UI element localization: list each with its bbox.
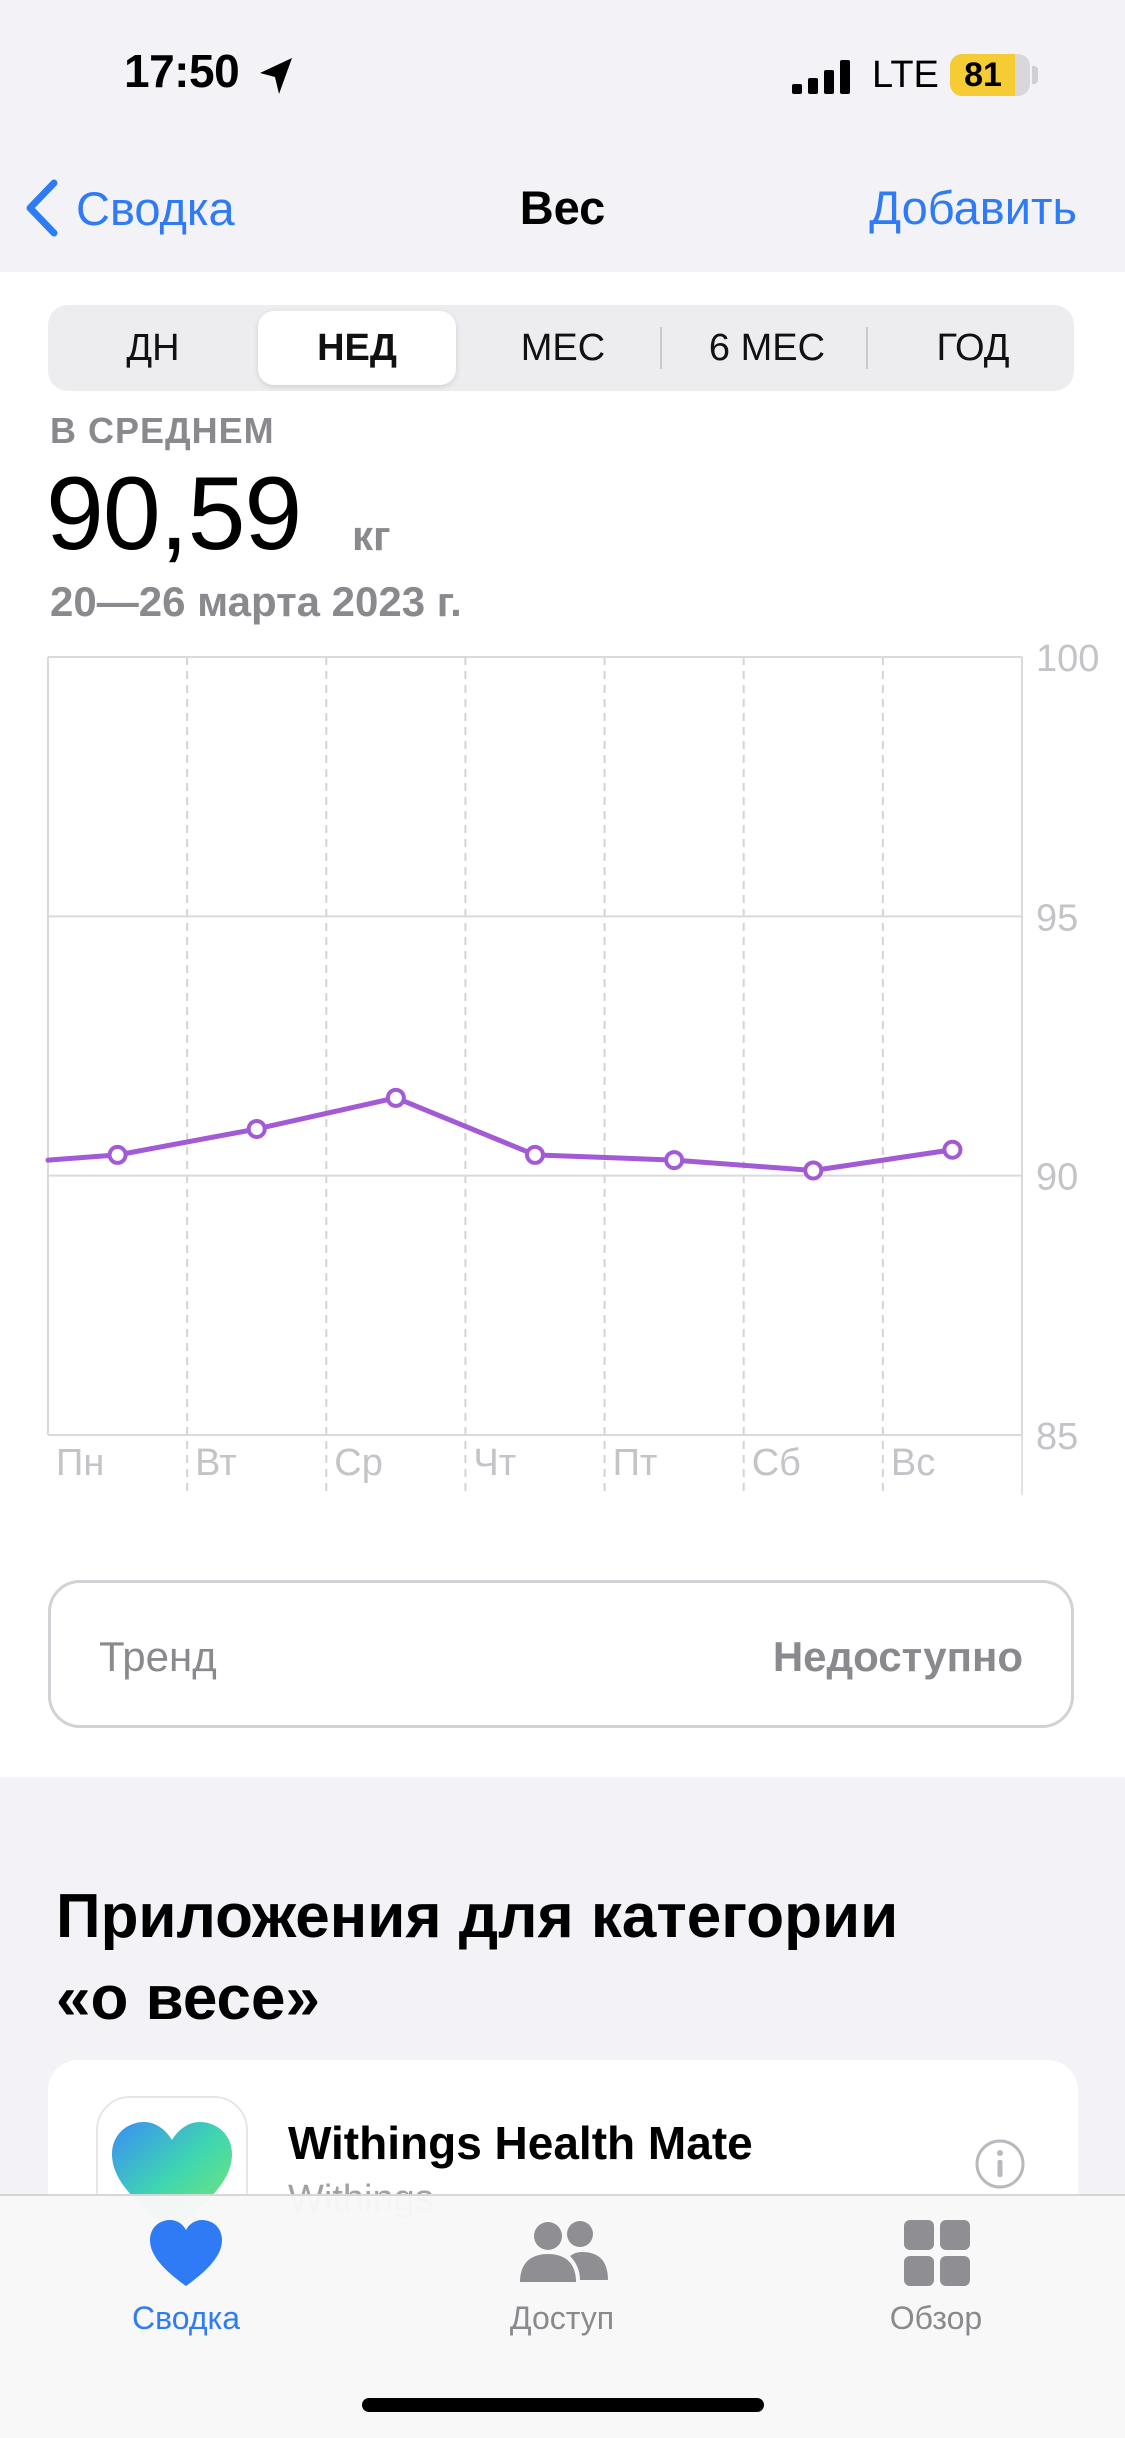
chart-y-tick-label: 100 bbox=[1036, 640, 1099, 680]
chart-data-point bbox=[525, 1144, 545, 1165]
segment-divider bbox=[660, 327, 662, 369]
back-button-label: Сводка bbox=[76, 181, 235, 235]
trend-row[interactable]: Тренд Недоступно bbox=[48, 1580, 1074, 1728]
trend-value: Недоступно bbox=[772, 1633, 1023, 1680]
cellular-signal-icon bbox=[792, 60, 850, 94]
back-button[interactable]: Сводка bbox=[22, 168, 235, 248]
chart-x-tick-label: Вс bbox=[891, 1442, 935, 1484]
average-label: В СРЕДНЕМ bbox=[50, 410, 275, 451]
home-indicator bbox=[362, 2398, 764, 2412]
chart-y-tick-label: 95 bbox=[1036, 897, 1078, 939]
chart-data-point bbox=[664, 1150, 685, 1171]
segment-week[interactable]: НЕД bbox=[258, 311, 456, 385]
chart-x-tick-label: Сб bbox=[752, 1442, 801, 1484]
apps-section-title-line2: «о весе» bbox=[56, 1964, 320, 2033]
chart-data-point bbox=[107, 1144, 128, 1165]
segment-day[interactable]: ДН bbox=[126, 326, 180, 369]
chart-data-point bbox=[942, 1139, 963, 1160]
trend-label: Тренд bbox=[99, 1633, 217, 1680]
network-type: LTE bbox=[872, 54, 939, 96]
info-icon[interactable] bbox=[974, 2138, 1026, 2190]
grid-icon bbox=[904, 2220, 970, 2286]
chart-x-tick-label: Пт bbox=[613, 1442, 658, 1484]
people-icon bbox=[520, 2221, 608, 2282]
average-value: 90,59 bbox=[46, 456, 302, 572]
chart-x-tick-label: Ср bbox=[334, 1442, 383, 1484]
chart-y-tick-label: 90 bbox=[1036, 1157, 1078, 1199]
add-button[interactable]: Добавить bbox=[869, 181, 1077, 234]
location-arrow-icon bbox=[260, 58, 292, 94]
segment-divider bbox=[866, 327, 868, 369]
tab-bar: Сводка Доступ Обзор bbox=[0, 2194, 1125, 2438]
chevron-left-icon bbox=[26, 179, 58, 237]
heart-icon bbox=[150, 2220, 222, 2286]
tab-sharing[interactable]: Доступ bbox=[412, 2216, 712, 2337]
segment-month[interactable]: МЕС bbox=[520, 326, 606, 369]
apps-section-title: Приложения для категории «о весе» bbox=[56, 1876, 1056, 2040]
chart-x-tick-label: Пн bbox=[56, 1442, 104, 1484]
segment-6-months[interactable]: 6 МЕС bbox=[708, 326, 826, 369]
tab-browse-label: Обзор bbox=[889, 2300, 983, 2336]
app-name: Withings Health Mate bbox=[288, 2117, 753, 2169]
chart-x-tick-label: Вт bbox=[195, 1442, 237, 1484]
apps-section-title-line1: Приложения для категории bbox=[56, 1882, 899, 1951]
battery-fill bbox=[950, 54, 1015, 96]
battery-icon: 81 bbox=[950, 54, 1030, 96]
average-unit: кг bbox=[352, 512, 391, 559]
segment-year[interactable]: ГОД bbox=[936, 326, 1010, 369]
tab-browse[interactable]: Обзор bbox=[786, 2216, 1086, 2337]
tab-summary-label: Сводка bbox=[131, 2300, 240, 2336]
chart-y-tick-label: 85 bbox=[1036, 1416, 1078, 1458]
date-range: 20—26 марта 2023 г. bbox=[50, 578, 462, 625]
tab-sharing-label: Доступ bbox=[509, 2300, 615, 2336]
chart-data-point bbox=[246, 1118, 267, 1139]
tab-summary[interactable]: Сводка bbox=[36, 2216, 336, 2337]
chart-data-point bbox=[803, 1160, 824, 1181]
weight-line-chart[interactable]: 100 95 90 85 Пн Вт Ср Чт Пт Сб Вс bbox=[0, 640, 1125, 1500]
chart-data-point bbox=[385, 1087, 406, 1108]
chart-series-line bbox=[45, 1095, 955, 1173]
page-title: Вес bbox=[519, 181, 606, 234]
chart-x-tick-label: Чт bbox=[473, 1442, 516, 1484]
period-segmented-control: ДН НЕД МЕС 6 МЕС ГОД bbox=[48, 305, 1074, 391]
battery-tip bbox=[1032, 66, 1038, 84]
battery-percent: 81 bbox=[964, 56, 1002, 94]
status-time: 17:50 bbox=[124, 45, 240, 97]
